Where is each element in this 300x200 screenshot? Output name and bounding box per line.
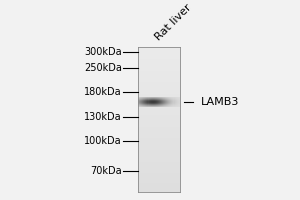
Text: 70kDa: 70kDa — [90, 166, 122, 176]
Text: 100kDa: 100kDa — [84, 136, 122, 146]
Text: Rat liver: Rat liver — [153, 2, 194, 42]
Text: 180kDa: 180kDa — [84, 87, 122, 97]
Text: 300kDa: 300kDa — [84, 47, 122, 57]
Text: LAMB3: LAMB3 — [200, 97, 239, 107]
Text: 130kDa: 130kDa — [84, 112, 122, 122]
Text: 250kDa: 250kDa — [84, 63, 122, 73]
